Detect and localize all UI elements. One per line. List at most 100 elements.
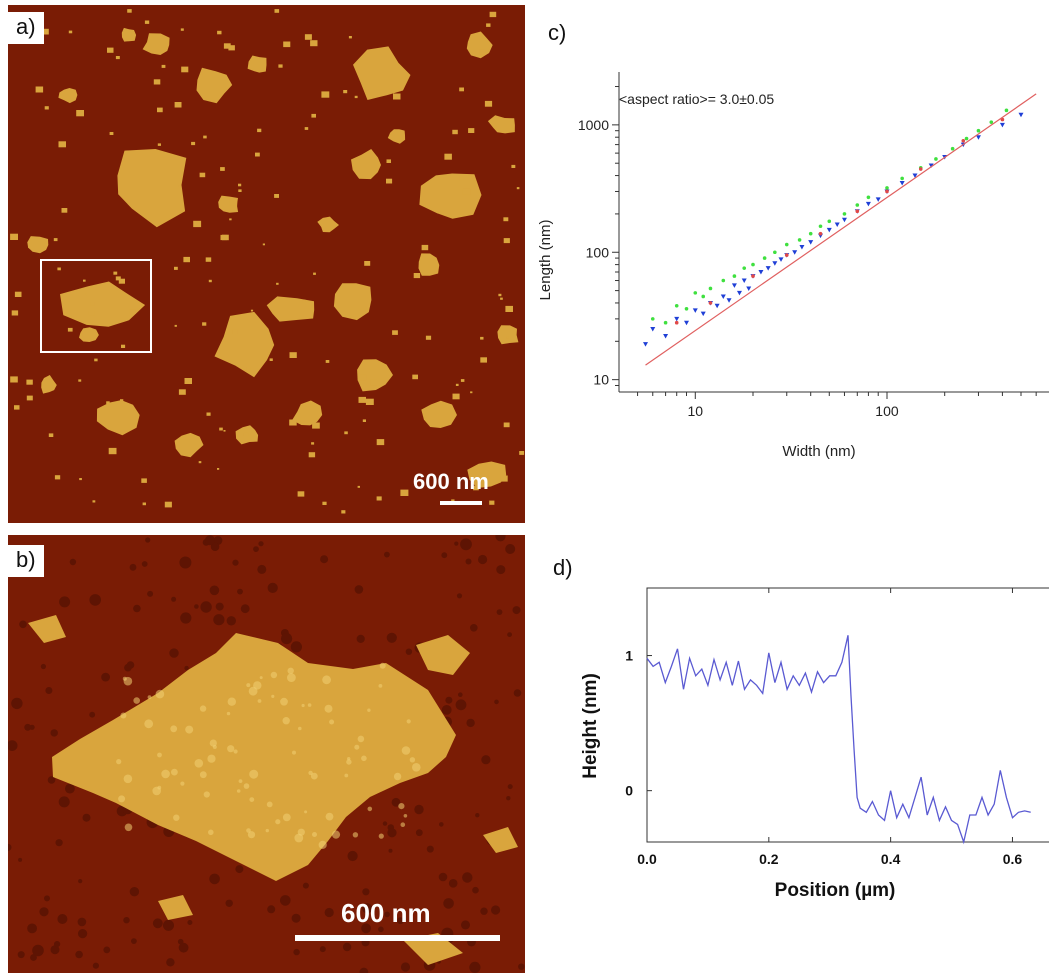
x-tick-label: 0.2 xyxy=(759,851,779,867)
small-flake xyxy=(479,49,486,55)
data-point xyxy=(834,222,840,228)
texture-dot xyxy=(475,813,480,818)
small-flake xyxy=(321,91,330,98)
texture-dot xyxy=(163,919,174,931)
flake-texture xyxy=(118,795,126,803)
texture-dot xyxy=(237,588,243,595)
flake xyxy=(27,236,49,254)
texture-dot xyxy=(45,687,53,694)
data-point xyxy=(1018,112,1024,118)
texture-dot xyxy=(200,601,212,613)
texture-dot xyxy=(507,632,512,637)
texture-dot xyxy=(17,951,25,959)
texture-dot xyxy=(472,886,479,894)
data-point xyxy=(742,266,747,270)
texture-dot xyxy=(458,692,463,697)
texture-dot xyxy=(443,898,454,909)
texture-dot xyxy=(354,585,364,594)
data-point xyxy=(714,303,720,309)
small-flake xyxy=(48,433,54,437)
flake-texture xyxy=(265,828,269,833)
scatter-chart: <aspect ratio>= 3.0±0.05 Width (nm) Leng… xyxy=(530,60,1049,470)
x-tick-label: 0.6 xyxy=(1003,851,1023,867)
texture-dot xyxy=(39,907,49,917)
flake-texture xyxy=(116,759,122,765)
flake xyxy=(357,359,393,392)
data-point xyxy=(758,269,764,275)
texture-dot xyxy=(438,872,448,882)
data-point xyxy=(643,342,649,347)
flake-texture xyxy=(318,840,327,849)
texture-dot xyxy=(101,672,110,682)
data-point xyxy=(961,138,966,143)
data-point xyxy=(866,195,871,200)
aspect-ratio-annotation: <aspect ratio>= 3.0±0.05 xyxy=(619,91,774,107)
small-flake xyxy=(283,41,291,48)
small-flake xyxy=(357,485,360,488)
small-flake xyxy=(297,491,305,497)
small-flake xyxy=(354,95,358,99)
small-flake xyxy=(289,352,297,358)
texture-dot xyxy=(50,729,58,737)
flake-texture xyxy=(243,783,250,789)
flake-texture xyxy=(209,739,217,747)
panel-label-b: b) xyxy=(8,545,44,577)
flake-texture xyxy=(161,769,170,779)
data-point xyxy=(674,303,679,308)
small-flake xyxy=(341,510,346,514)
flake xyxy=(41,375,57,394)
texture-dot xyxy=(213,614,225,626)
texture-dot xyxy=(280,895,291,906)
small-flake xyxy=(205,257,212,262)
texture-dot xyxy=(391,797,401,807)
flake-texture xyxy=(199,771,207,779)
data-point xyxy=(741,278,747,284)
small-flake xyxy=(304,127,309,130)
texture-dot xyxy=(258,541,264,547)
small-flake xyxy=(511,164,516,168)
data-point xyxy=(999,122,1005,128)
small-flake xyxy=(312,422,320,429)
flake-texture xyxy=(227,697,236,706)
flake-texture xyxy=(120,712,127,719)
flake-texture xyxy=(226,711,231,716)
small-flake xyxy=(220,167,225,171)
small-flake xyxy=(229,199,238,206)
texture-dot xyxy=(359,967,369,973)
texture-dot xyxy=(27,923,37,934)
data-point xyxy=(674,320,679,325)
texture-dot xyxy=(59,596,71,608)
small-flake xyxy=(88,310,95,316)
texture-dot xyxy=(152,918,163,929)
texture-dot xyxy=(441,552,448,559)
data-point xyxy=(1004,108,1009,113)
small-flake xyxy=(222,234,229,241)
flake-texture xyxy=(406,719,411,724)
texture-dot xyxy=(293,948,300,956)
small-flake xyxy=(421,244,429,251)
data-point xyxy=(875,197,881,202)
texture-dot xyxy=(518,963,525,970)
flake xyxy=(214,311,275,378)
small-flake xyxy=(217,30,222,35)
small-flake xyxy=(452,393,460,400)
flake-texture xyxy=(361,755,367,762)
small-flake xyxy=(262,243,265,246)
afm-zoom-panel: 600 nm xyxy=(8,535,525,973)
small-flake xyxy=(153,79,161,85)
flake xyxy=(292,400,323,426)
small-flake xyxy=(416,635,470,675)
flake xyxy=(58,88,78,104)
flake-texture xyxy=(246,683,251,688)
flake-texture xyxy=(212,745,217,749)
texture-dot xyxy=(141,561,148,567)
small-flake xyxy=(238,183,242,187)
small-flake xyxy=(519,451,525,455)
texture-dot xyxy=(11,697,23,710)
small-flake xyxy=(370,379,377,386)
texture-dot xyxy=(324,907,334,918)
texture-dot xyxy=(54,941,61,948)
texture-dot xyxy=(456,593,463,599)
texture-dot xyxy=(290,641,302,653)
texture-dot xyxy=(89,594,101,606)
